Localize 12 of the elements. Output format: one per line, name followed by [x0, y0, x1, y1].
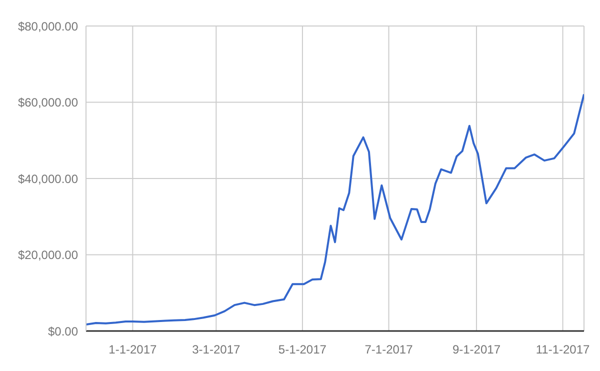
line-series — [86, 93, 584, 326]
x-tick-label: 7-1-2017 — [364, 342, 414, 357]
y-tick-label: $60,000.00 — [18, 96, 78, 110]
x-tick-label: 11-1-2017 — [536, 342, 590, 357]
y-tick-label: $80,000.00 — [18, 19, 78, 34]
x-tick-label: 3-1-2017 — [192, 342, 240, 357]
x-tick-label: 5-1-2017 — [278, 342, 327, 357]
y-tick-label: $0.00 — [48, 324, 78, 338]
y-tick-label: $20,000.00 — [18, 248, 78, 262]
x-tick-label: 1-1-2017 — [108, 342, 158, 357]
y-tick-label: $40,000.00 — [18, 172, 78, 186]
x-tick-label: 9-1-2017 — [452, 342, 501, 357]
